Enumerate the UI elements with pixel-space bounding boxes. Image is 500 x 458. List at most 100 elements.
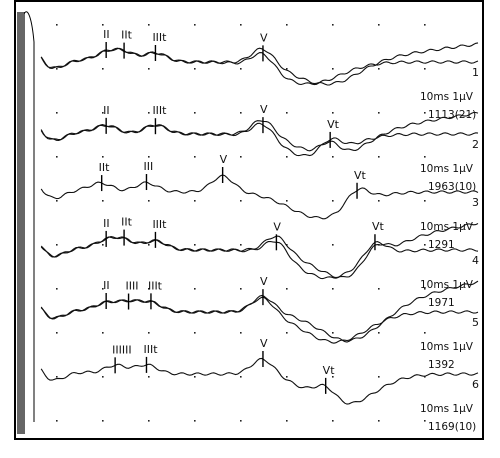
grid-dot (286, 156, 288, 158)
grid-dot (332, 200, 334, 202)
grid-dot (148, 288, 150, 290)
artifact-curve (23, 11, 35, 422)
peak-label: IIIt (152, 31, 167, 44)
grid-dot (102, 244, 104, 246)
waveform-trace-4-repeat (40, 223, 479, 279)
waveform-trace-3 (40, 174, 479, 220)
grid-dot (194, 156, 196, 158)
peak-label: V (260, 275, 268, 288)
grid-dot (424, 288, 426, 290)
trace-number: 6 (472, 378, 479, 391)
grid-dot (240, 420, 242, 422)
trace-number: 1 (472, 66, 479, 79)
peak-label: V (260, 103, 268, 116)
grid-dot (332, 244, 334, 246)
grid-dot (378, 288, 380, 290)
trace-number: 2 (472, 138, 479, 151)
grid-dot (286, 332, 288, 334)
grid-dot (332, 376, 334, 378)
grid-dot (56, 68, 58, 70)
grid-dot (194, 288, 196, 290)
sweep-count: 1392 (428, 359, 455, 371)
grid-dot (286, 420, 288, 422)
grid-dot (148, 112, 150, 114)
grid-dot (378, 332, 380, 334)
peak-label: V (260, 31, 268, 44)
peak-label: IIIIII (112, 343, 131, 356)
grid-dot (240, 112, 242, 114)
grid-dot (424, 200, 426, 202)
peak-label: V (220, 153, 228, 166)
trace-number: 5 (472, 316, 479, 329)
peak-label: IIIt (152, 218, 167, 231)
peak-label: IIt (99, 161, 110, 174)
grid-dot (378, 112, 380, 114)
peak-label: II (103, 28, 110, 41)
grid-dot (148, 200, 150, 202)
grid-dot (102, 332, 104, 334)
peak-label: Vt (327, 118, 340, 131)
grid-dot (102, 420, 104, 422)
grid-dot (378, 68, 380, 70)
grid-dot (240, 288, 242, 290)
peak-markers: II IIt IIIt V II IIIt V Vt IIt III V Vt II IIt IIIt V Vt… (99, 28, 384, 394)
peak-label: IIt (121, 216, 132, 229)
grid-dot (378, 24, 380, 26)
trace-annotations: 1 10ms 1μV 1113(21) 2 10ms 1μV 1963(10) 3 10ms … (420, 66, 479, 433)
grid-dot (56, 24, 58, 26)
peak-label: IIIt (152, 104, 167, 117)
grid-dot (332, 420, 334, 422)
grid-dot (148, 156, 150, 158)
scale-label: 10ms 1μV (420, 221, 474, 233)
grid-dot (102, 112, 104, 114)
grid-dot (56, 112, 58, 114)
grid-dot (286, 288, 288, 290)
sweep-count: 1113(21) (428, 109, 476, 121)
grid-dot (56, 420, 58, 422)
grid-dot (148, 420, 150, 422)
grid-dot (240, 200, 242, 202)
grid-dot (424, 68, 426, 70)
waveform-trace-4 (40, 236, 479, 280)
peak-label: II (103, 104, 110, 117)
grid-dot (194, 24, 196, 26)
scale-label: 10ms 1μV (420, 403, 474, 415)
peak-label: Vt (323, 364, 336, 377)
sweep-count: 1963(10) (428, 181, 476, 193)
grid-dot (424, 244, 426, 246)
grid-dot (378, 420, 380, 422)
peak-label: III (143, 160, 153, 173)
grid-dot (194, 376, 196, 378)
grid-dot (194, 244, 196, 246)
grid-dot (286, 376, 288, 378)
grid-dot (148, 24, 150, 26)
dot-grid (56, 24, 426, 422)
peak-label: V (260, 337, 268, 350)
grid-dot (332, 156, 334, 158)
waveform-trace-1 (40, 47, 479, 86)
scale-label: 10ms 1μV (420, 341, 474, 353)
grid-dot (102, 68, 104, 70)
grid-dot (194, 68, 196, 70)
grid-dot (102, 156, 104, 158)
grid-dot (56, 156, 58, 158)
abr-waveform-svg: II IIt IIIt V II IIIt V Vt IIt III V Vt II IIt IIIt V Vt… (17, 11, 479, 434)
sweep-count: 1169(10) (428, 421, 476, 433)
grid-dot (286, 200, 288, 202)
grid-dot (194, 332, 196, 334)
grid-dot (378, 156, 380, 158)
stimulus-artifact (17, 11, 35, 434)
grid-dot (148, 332, 150, 334)
waveform-trace-6 (40, 357, 479, 405)
grid-dot (424, 156, 426, 158)
sweep-count: 1291 (428, 239, 455, 251)
grid-dot (332, 68, 334, 70)
grid-dot (102, 24, 104, 26)
waveform-traces (40, 42, 479, 405)
scale-label: 10ms 1μV (420, 91, 474, 103)
grid-dot (240, 244, 242, 246)
grid-dot (286, 68, 288, 70)
grid-dot (332, 112, 334, 114)
grid-dot (148, 244, 150, 246)
abr-waveform-plot: II IIt IIIt V II IIIt V Vt IIt III V Vt II IIt IIIt V Vt… (14, 0, 484, 440)
